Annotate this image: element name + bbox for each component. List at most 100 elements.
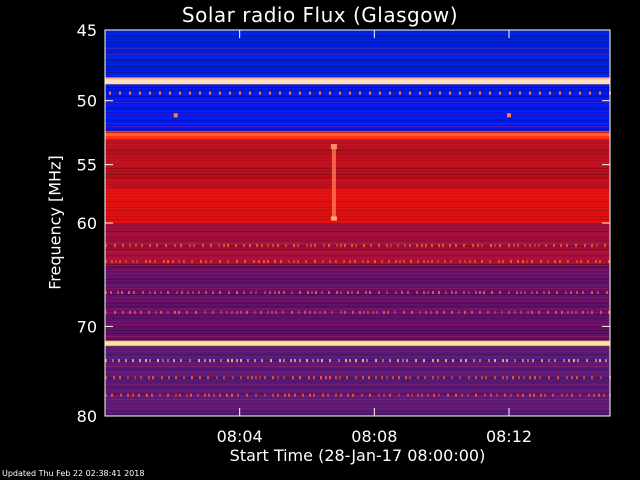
x-tick-label: 08:04 (217, 427, 263, 446)
noise-dot (382, 359, 384, 363)
noise-dot (187, 291, 189, 295)
noise-dot (159, 91, 161, 95)
texture-stripe (105, 312, 610, 313)
noise-dot (399, 260, 401, 264)
texture-stripe (105, 354, 610, 355)
noise-dot (406, 359, 408, 363)
noise-dot (314, 243, 316, 247)
interference-line (105, 80, 610, 84)
noise-dot (149, 291, 151, 295)
texture-stripe (105, 303, 610, 304)
x-axis-label: Start Time (28-Jan-17 08:00:00) (229, 446, 486, 465)
noise-dot (160, 291, 162, 295)
texture-stripe (105, 51, 610, 52)
noise-dot (145, 359, 147, 363)
noise-dot (277, 376, 279, 380)
noise-dot (547, 260, 549, 264)
texture-stripe (105, 381, 610, 382)
noise-dot (232, 376, 234, 380)
noise-dot (290, 359, 292, 363)
noise-dot (455, 393, 457, 397)
texture-stripe (105, 348, 610, 349)
noise-dot (321, 291, 323, 295)
noise-dot (340, 291, 342, 295)
noise-dot (357, 291, 359, 295)
texture-stripe (105, 378, 610, 379)
noise-dot (436, 310, 438, 314)
texture-stripe (105, 192, 610, 193)
noise-dot (231, 393, 233, 397)
noise-dot (151, 393, 153, 397)
noise-dot (240, 376, 242, 380)
noise-dot (534, 376, 536, 380)
texture-stripe (105, 246, 610, 247)
noise-dot (532, 359, 534, 363)
noise-dot (292, 376, 294, 380)
noise-dot (431, 260, 433, 264)
texture-stripe (105, 141, 610, 142)
noise-dot (576, 260, 578, 264)
noise-dot (190, 393, 192, 397)
noise-dot (484, 393, 486, 397)
noise-dot (244, 260, 246, 264)
noise-dot (231, 359, 233, 363)
noise-dot (189, 91, 191, 95)
noise-dot (427, 291, 429, 295)
noise-dot (363, 243, 365, 247)
noise-dot (548, 359, 550, 363)
interference-line (105, 341, 610, 345)
noise-dot (416, 243, 418, 247)
noise-dot (128, 291, 130, 295)
texture-stripe (105, 273, 610, 274)
noise-dot (134, 310, 136, 314)
noise-dot (539, 91, 541, 95)
noise-dot (458, 310, 460, 314)
noise-dot (361, 393, 363, 397)
noise-dot (274, 291, 276, 295)
noise-dot (367, 260, 369, 264)
texture-stripe (105, 252, 610, 253)
noise-dot (355, 376, 357, 380)
texture-stripe (105, 369, 610, 370)
texture-stripe (105, 72, 610, 73)
noise-dot (167, 260, 169, 264)
noise-dot (213, 359, 215, 363)
noise-dot (534, 243, 536, 247)
texture-stripe (105, 210, 610, 211)
texture-stripe (105, 159, 610, 160)
noise-dot (258, 260, 260, 264)
noise-dot (409, 91, 411, 95)
noise-dot (522, 359, 524, 363)
noise-dot (343, 260, 345, 264)
noise-dot (309, 393, 311, 397)
noise-dot (229, 91, 231, 95)
noise-dot (481, 376, 483, 380)
texture-stripe (105, 189, 610, 190)
noise-dot (340, 310, 342, 314)
noise-dot (417, 260, 419, 264)
spectrum-band (105, 346, 610, 416)
texture-stripe (105, 264, 610, 265)
noise-dot (314, 260, 316, 264)
noise-dot (568, 359, 570, 363)
texture-stripe (105, 306, 610, 307)
noise-dot (479, 359, 481, 363)
noise-dot (451, 310, 453, 314)
noise-dot (304, 310, 306, 314)
noise-dot (429, 91, 431, 95)
noise-dot (469, 91, 471, 95)
noise-dot (179, 393, 181, 397)
interference-line (105, 133, 610, 137)
noise-dot (445, 359, 447, 363)
noise-dot (110, 291, 112, 295)
noise-dot (345, 359, 347, 363)
noise-dot (149, 243, 151, 247)
noise-dot (381, 260, 383, 264)
noise-dot (599, 91, 601, 95)
noise-dot (267, 260, 269, 264)
spectrum-band (105, 188, 610, 223)
noise-dot (479, 291, 481, 295)
texture-stripe (105, 48, 610, 49)
texture-stripe (105, 300, 610, 301)
